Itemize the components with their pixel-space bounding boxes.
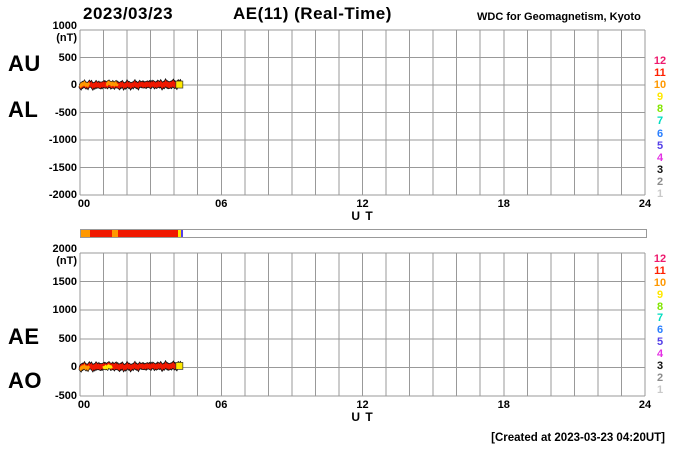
au-al-chart	[78, 29, 646, 196]
station-number: 2	[656, 175, 664, 188]
station-legend-top: 12 11 10 9 8 7 6 5 4 3 2 1	[644, 55, 676, 200]
station-number: 5	[656, 139, 664, 152]
y-tick-label: -500	[54, 106, 77, 119]
au-label: AU	[8, 51, 41, 76]
availability-bar	[80, 229, 647, 238]
x-tick-label: 00	[77, 198, 91, 210]
x-tick-label: 00	[77, 399, 91, 411]
x-tick-label: 06	[215, 198, 228, 210]
y-axis-unit: (nT)	[56, 32, 77, 44]
availability-segment	[117, 230, 178, 237]
station-number: 3	[656, 163, 664, 176]
x-axis-label: U T	[351, 410, 374, 424]
station-number: 1	[656, 383, 664, 396]
station-number: 7	[656, 312, 664, 325]
station-number: 4	[656, 348, 664, 361]
station-number: 10	[653, 276, 667, 289]
station-number: 6	[656, 324, 664, 337]
y-tick-label: -2000	[48, 189, 77, 201]
y-tick-label: -500	[54, 390, 77, 402]
wdc-credit: WDC for Geomagnetism, Kyoto	[477, 11, 641, 23]
created-at-label: [Created at 2023-03-23 04:20UT]	[491, 432, 665, 444]
station-number: 6	[656, 127, 664, 140]
al-label: AL	[8, 97, 39, 122]
x-tick-label: 06	[215, 399, 228, 411]
station-number: 12	[653, 55, 667, 67]
station-number: 11	[654, 67, 666, 80]
station-number: 12	[653, 253, 667, 265]
plot-date: 2023/03/23	[83, 4, 174, 23]
x-axis-label: U T	[351, 209, 374, 223]
y-tick-label: 500	[58, 51, 77, 64]
x-tick-label: 18	[497, 399, 510, 411]
station-number: 9	[656, 91, 664, 104]
availability-segment	[112, 230, 118, 237]
y-tick-label: 500	[58, 332, 77, 345]
x-tick-label: 12	[356, 198, 369, 210]
availability-segment	[81, 230, 90, 237]
plot-title: AE(11) (Real-Time)	[233, 4, 392, 23]
availability-segment	[181, 230, 183, 237]
station-number: 10	[653, 79, 667, 92]
ao-label: AO	[8, 368, 42, 393]
station-number: 8	[656, 103, 664, 116]
x-tick-label: 12	[356, 399, 369, 411]
ae-ao-chart	[78, 252, 646, 397]
ae-label: AE	[8, 324, 40, 349]
y-tick-label: -1000	[48, 134, 77, 146]
y-tick-label: 0	[70, 361, 77, 374]
y-tick-label: 0	[70, 79, 77, 91]
y-axis-unit: (nT)	[56, 255, 77, 267]
y-tick-label: 1000	[52, 20, 77, 32]
y-tick-label: -1500	[48, 161, 77, 174]
station-number: 3	[656, 360, 664, 373]
station-number: 7	[656, 115, 664, 128]
station-number: 2	[656, 371, 664, 384]
station-number: 1	[656, 188, 664, 201]
station-number: 8	[656, 300, 664, 313]
station-number: 5	[656, 336, 664, 349]
y-tick-label: 1500	[52, 275, 77, 288]
availability-segment	[177, 230, 182, 237]
station-number: 9	[656, 288, 664, 301]
x-tick-label: 24	[638, 399, 652, 411]
station-number: 4	[656, 151, 664, 164]
x-tick-label: 24	[638, 198, 652, 210]
availability-segment	[89, 230, 113, 237]
y-tick-label: 1000	[52, 304, 77, 317]
x-tick-label: 18	[497, 198, 510, 210]
y-tick-label: 2000	[52, 243, 77, 255]
station-legend-bottom: 12 11 10 9 8 7 6 5 4 3 2 1	[644, 253, 676, 397]
station-number: 11	[654, 264, 666, 277]
